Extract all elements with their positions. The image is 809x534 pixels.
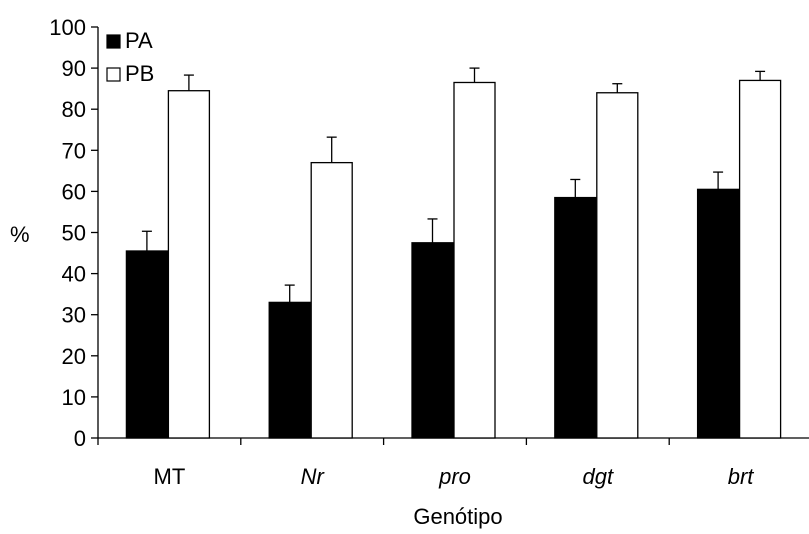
x-category-label: pro bbox=[438, 464, 471, 489]
y-tick-label: 0 bbox=[74, 426, 86, 451]
bar-pa-mt bbox=[125, 250, 169, 439]
bar-pa-nr bbox=[268, 301, 311, 439]
x-axis: MT Nr pro dgt brt bbox=[97, 437, 809, 489]
y-tick-label: 40 bbox=[62, 262, 86, 287]
legend: PA PB bbox=[106, 28, 154, 86]
y-axis: 0 10 20 30 40 50 60 70 80 90 100 bbox=[49, 15, 99, 451]
x-category-label: dgt bbox=[583, 464, 614, 489]
legend-swatch-pb bbox=[106, 67, 121, 82]
x-axis-title: Genótipo bbox=[413, 504, 502, 529]
error-bars bbox=[141, 67, 766, 303]
bar-pa-dgt bbox=[554, 196, 597, 439]
y-tick-label: 30 bbox=[62, 303, 86, 328]
y-tick-label: 10 bbox=[62, 385, 86, 410]
legend-label-pa: PA bbox=[125, 28, 153, 53]
bar-pb-brt bbox=[738, 79, 782, 439]
x-category-label: brt bbox=[728, 464, 755, 489]
legend-label-pb: PB bbox=[125, 61, 154, 86]
y-tick-label: 100 bbox=[49, 15, 86, 40]
legend-swatch-pa bbox=[106, 34, 121, 49]
y-axis-title: % bbox=[10, 222, 30, 247]
y-tick-label: 90 bbox=[62, 56, 86, 81]
y-tick-label: 80 bbox=[62, 97, 86, 122]
y-tick-label: 50 bbox=[62, 221, 86, 246]
y-tick-label: 70 bbox=[62, 138, 86, 163]
bar-pb-dgt bbox=[596, 92, 639, 439]
bar-pb-nr bbox=[310, 161, 353, 439]
bar-pb-mt bbox=[167, 90, 211, 439]
y-tick-label: 20 bbox=[62, 344, 86, 369]
bars bbox=[125, 79, 782, 439]
x-category-label: Nr bbox=[301, 464, 326, 489]
bar-pb-pro bbox=[453, 81, 496, 439]
bar-pa-pro bbox=[411, 242, 454, 439]
x-category-label: MT bbox=[154, 464, 186, 489]
y-tick-label: 60 bbox=[62, 179, 86, 204]
bar-pa-brt bbox=[696, 188, 740, 439]
